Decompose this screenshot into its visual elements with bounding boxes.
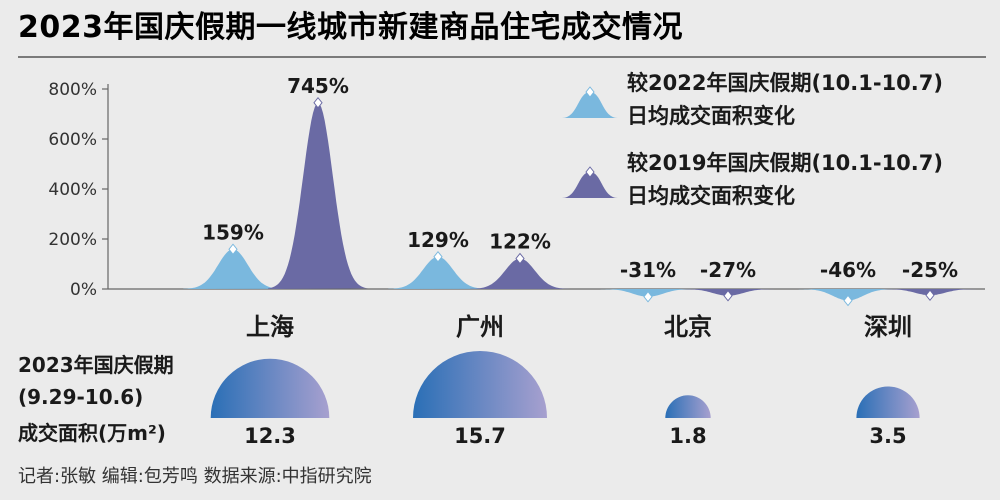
peak-marker: [228, 243, 238, 256]
legend-label: 较2019年国庆假期(10.1-10.7): [627, 151, 943, 175]
category-label: 深圳: [864, 313, 912, 341]
data-label: 129%: [407, 228, 469, 252]
legend-label: 日均成交面积变化: [627, 104, 795, 128]
area-section-label: (9.29-10.6): [18, 385, 143, 409]
credits: 记者:张敏 编辑:包芳鸣 数据来源:中指研究院: [18, 466, 372, 487]
area-semicircle: [210, 358, 330, 418]
peak-marker: [843, 294, 853, 307]
legend-label: 日均成交面积变化: [627, 184, 795, 208]
data-label: 122%: [489, 230, 551, 254]
y-tick-label: 800%: [48, 80, 97, 100]
plot-area: 159% 129% -31% -46% 745% 122% -27% -25%: [183, 74, 980, 307]
curve-2022: [183, 249, 283, 289]
curve-2022: [388, 256, 488, 289]
peak-marker: [723, 289, 733, 302]
y-tick-label: 600%: [48, 130, 97, 150]
category-label: 北京: [664, 313, 712, 341]
data-label: 745%: [287, 74, 349, 98]
data-label: -25%: [902, 258, 958, 282]
category-label: 上海: [246, 313, 294, 341]
legend-marker: [585, 166, 595, 178]
legend-label: 较2022年国庆假期(10.1-10.7): [627, 71, 943, 95]
data-label: 159%: [202, 220, 264, 244]
legend-swatch-2019: [562, 172, 618, 198]
area-semicircle: [856, 386, 920, 418]
area-section-label: 2023年国庆假期: [18, 353, 174, 377]
area-value-label: 12.3: [244, 424, 296, 448]
peak-marker: [515, 252, 525, 265]
area-semicircle: [665, 395, 711, 418]
area-value-label: 1.8: [669, 424, 706, 448]
curve-2019: [470, 258, 570, 289]
legend: 较2022年国庆假期(10.1-10.7)日均成交面积变化较2019年国庆假期(…: [562, 71, 943, 208]
data-label: -31%: [620, 258, 676, 282]
peak-marker: [433, 250, 443, 263]
y-tick-label: 400%: [48, 180, 97, 200]
area-section-label: 成交面积(万m²): [18, 421, 166, 445]
area-value-label: 15.7: [454, 424, 506, 448]
category-labels: 上海 广州 北京 深圳: [246, 313, 912, 341]
y-tick-label: 0%: [70, 280, 97, 300]
legend-swatch-2022: [562, 92, 618, 118]
category-label: 广州: [456, 313, 504, 341]
peak-marker: [925, 289, 935, 302]
data-label: -27%: [700, 258, 756, 282]
y-tick-label: 200%: [48, 230, 97, 250]
curve-2019: [268, 102, 368, 289]
area-value-label: 3.5: [869, 424, 906, 448]
area-semicircle: [413, 351, 547, 418]
peak-marker: [313, 96, 323, 109]
peak-marker: [643, 290, 653, 303]
chart-title: 2023年国庆假期一线城市新建商品住宅成交情况: [18, 10, 683, 45]
data-label: -46%: [820, 258, 876, 282]
legend-marker: [585, 86, 595, 98]
area-section: 2023年国庆假期 (9.29-10.6) 成交面积(万m²) 12.3 15.7 1.8…: [18, 351, 920, 448]
y-axis: 0% 200% 400% 600% 800%: [48, 80, 985, 300]
